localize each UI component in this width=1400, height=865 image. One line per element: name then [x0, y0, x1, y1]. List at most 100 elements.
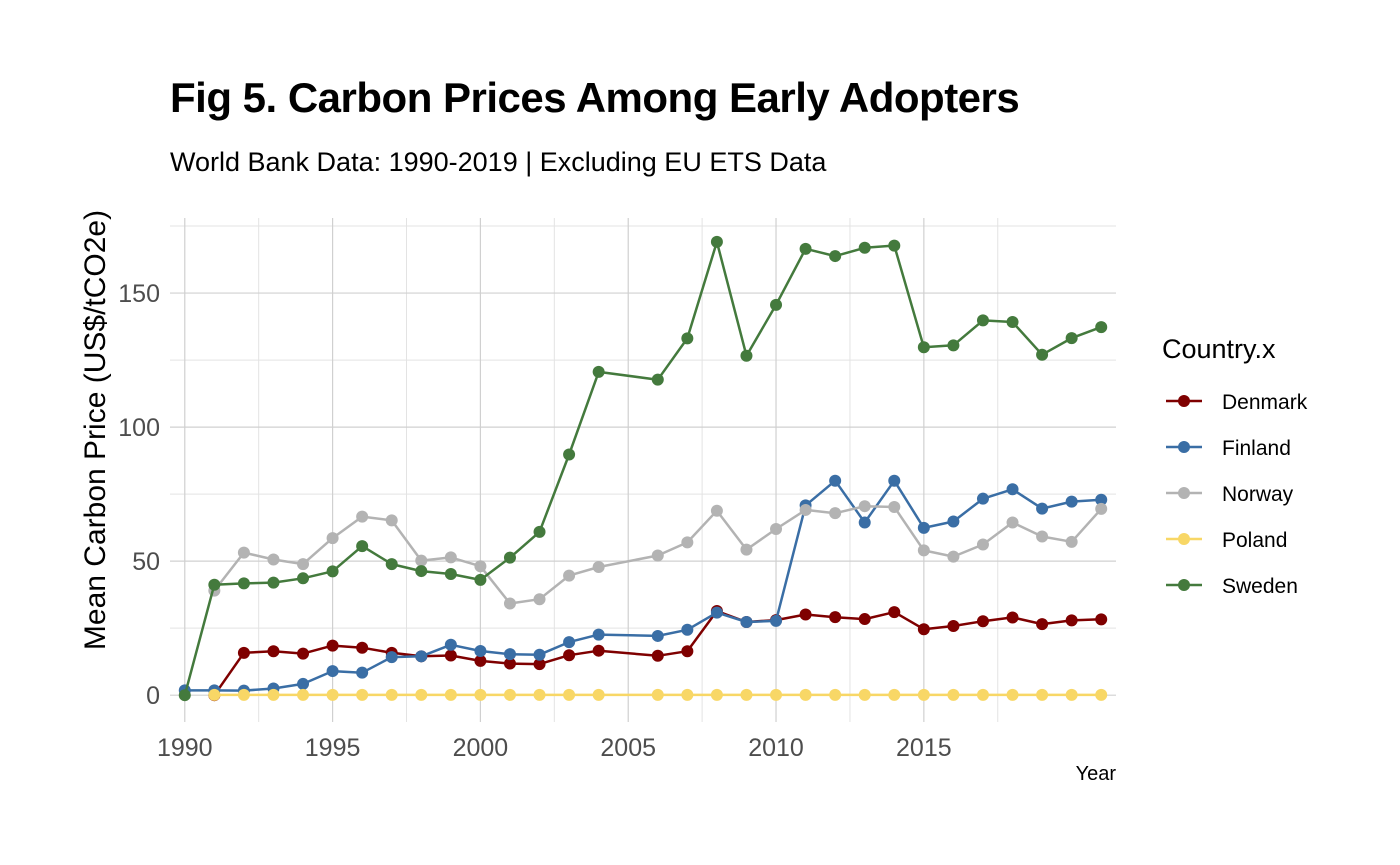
data-point	[297, 647, 310, 660]
data-point	[681, 623, 694, 636]
data-point	[356, 510, 369, 523]
data-point	[710, 606, 723, 619]
grid: 1990 1995 2000 2005 2010 2015 0 50 100 150	[118, 218, 1116, 762]
data-point	[208, 688, 221, 701]
data-point	[592, 688, 605, 701]
x-tick-label: 2000	[453, 734, 509, 762]
data-point	[415, 650, 428, 663]
data-point	[976, 615, 989, 628]
data-point	[326, 688, 339, 701]
data-point	[178, 689, 191, 702]
data-point	[533, 593, 546, 606]
y-tick-label: 150	[118, 280, 160, 308]
data-point	[503, 688, 516, 701]
data-point	[976, 688, 989, 701]
data-point	[533, 688, 546, 701]
data-point	[976, 314, 989, 327]
series-sweden	[178, 235, 1108, 702]
data-point	[415, 554, 428, 567]
data-point	[385, 688, 398, 701]
x-tick-label: 1990	[157, 734, 213, 762]
data-point	[858, 613, 871, 626]
x-tick-label: 2010	[748, 734, 804, 762]
data-point	[651, 629, 664, 642]
data-point	[1006, 483, 1019, 496]
data-point	[267, 553, 280, 566]
legend-item-denmark: Denmark	[1166, 391, 1308, 414]
data-point	[858, 516, 871, 529]
legend-item-sweden: Sweden	[1166, 575, 1298, 598]
data-point	[237, 646, 250, 659]
data-point	[444, 649, 457, 662]
data-point	[1036, 530, 1049, 543]
data-point	[888, 239, 901, 252]
data-point	[858, 241, 871, 254]
data-point	[356, 540, 369, 553]
data-point	[1006, 688, 1019, 701]
axes: Mean Carbon Price (US$/tCO2e) Year	[79, 210, 1116, 785]
legend-title: Country.x	[1162, 334, 1276, 364]
data-point	[858, 500, 871, 513]
data-point	[799, 503, 812, 516]
data-point	[917, 623, 930, 636]
data-point	[297, 558, 310, 571]
y-axis-label: Mean Carbon Price (US$/tCO2e)	[79, 210, 112, 650]
data-point	[533, 658, 546, 671]
data-point	[474, 654, 487, 667]
data-point	[592, 365, 605, 378]
data-point	[563, 636, 576, 649]
data-point	[1065, 495, 1078, 508]
chart-subtitle: World Bank Data: 1990-2019 | Excluding E…	[170, 147, 827, 177]
legend: Country.x Denmark Finland Norway Poland Swed…	[1162, 334, 1308, 598]
y-tick-label: 0	[146, 682, 160, 710]
data-point	[474, 560, 487, 573]
data-point	[799, 688, 812, 701]
data-point	[829, 688, 842, 701]
data-point	[1065, 614, 1078, 627]
data-point	[237, 577, 250, 590]
data-point	[651, 649, 664, 662]
data-point	[1095, 321, 1108, 334]
data-point	[592, 644, 605, 657]
data-point	[563, 569, 576, 582]
data-point	[947, 515, 960, 528]
data-point	[917, 544, 930, 557]
data-point	[297, 688, 310, 701]
data-point	[503, 597, 516, 610]
data-point	[1006, 611, 1019, 624]
data-point	[385, 651, 398, 664]
data-point	[385, 558, 398, 571]
data-point	[799, 608, 812, 621]
data-point	[356, 641, 369, 654]
data-point	[681, 645, 694, 658]
data-point	[592, 628, 605, 641]
data-point	[1065, 535, 1078, 548]
data-point	[267, 576, 280, 589]
data-point	[563, 448, 576, 461]
data-point	[474, 573, 487, 586]
legend-label: Sweden	[1222, 575, 1298, 598]
data-point	[829, 474, 842, 487]
legend-label: Finland	[1222, 437, 1291, 460]
data-point	[237, 546, 250, 559]
data-point	[237, 688, 250, 701]
data-point	[740, 688, 753, 701]
data-point	[385, 514, 398, 527]
data-point	[503, 657, 516, 670]
data-point	[976, 492, 989, 505]
legend-label: Denmark	[1222, 391, 1308, 414]
legend-key-marker	[1178, 395, 1190, 407]
data-point	[297, 572, 310, 585]
data-point	[976, 538, 989, 551]
data-point	[1095, 613, 1108, 626]
data-point	[888, 606, 901, 619]
data-point	[651, 688, 664, 701]
x-tick-label: 1995	[305, 734, 361, 762]
data-point	[1065, 688, 1078, 701]
series-norway	[208, 500, 1108, 610]
data-point	[1036, 688, 1049, 701]
data-point	[681, 332, 694, 345]
legend-item-norway: Norway	[1166, 483, 1294, 506]
data-point	[326, 639, 339, 652]
data-point	[563, 688, 576, 701]
